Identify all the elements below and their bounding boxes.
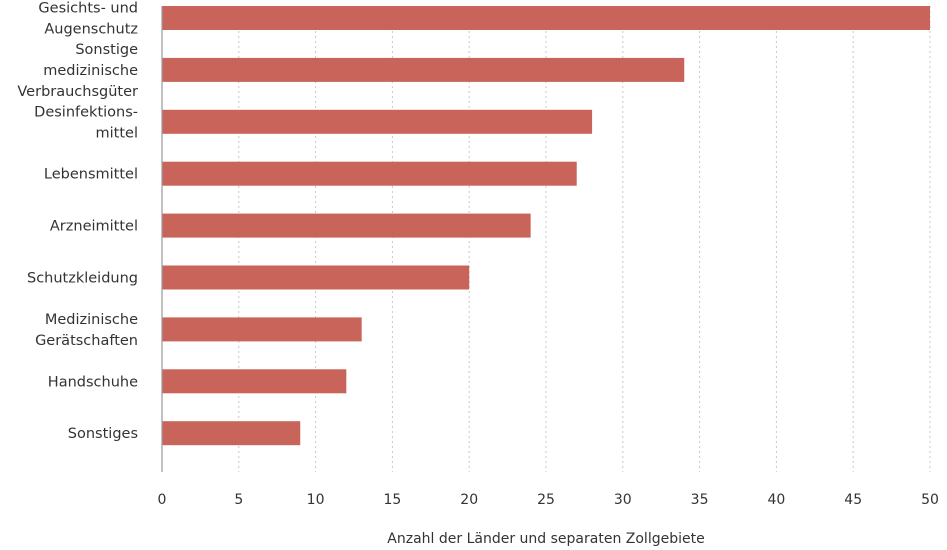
x-tick-label: 45 <box>844 492 862 508</box>
category-label: Desinfektions-mittel <box>34 104 138 141</box>
category-label: Medizinische Gerätschaften <box>35 312 138 349</box>
bar <box>162 161 577 186</box>
bar <box>162 213 531 238</box>
bar <box>162 317 362 342</box>
x-tick-label: 0 <box>158 492 167 508</box>
bar <box>162 265 470 290</box>
x-tick-label: 20 <box>460 492 478 508</box>
bar <box>162 421 301 446</box>
x-tick-labels: 0 5 10 15 20 25 30 35 40 45 50 <box>158 492 939 508</box>
category-label: Arzneimittel <box>50 219 138 235</box>
category-label: Lebensmittel <box>44 167 138 183</box>
category-label: Sonstiges <box>68 426 138 442</box>
bar <box>162 369 347 394</box>
x-tick-label: 10 <box>307 492 325 508</box>
category-label: Gesichts- und Augenschutz <box>38 1 138 38</box>
x-tick-label: 35 <box>691 492 709 508</box>
x-tick-label: 40 <box>767 492 785 508</box>
x-tick-label: 5 <box>234 492 243 508</box>
category-label: Schutzkleidung <box>27 271 138 287</box>
bar <box>162 109 593 134</box>
bar <box>162 57 685 82</box>
category-label: Handschuhe <box>48 374 138 390</box>
category-label: Sonstige medizinische Verbrauchsgüter <box>17 42 138 100</box>
category-labels: Gesichts- und Augenschutz Sonstige medizini… <box>17 1 138 443</box>
bars <box>162 6 930 446</box>
x-tick-label: 30 <box>614 492 632 508</box>
x-tick-label: 15 <box>383 492 401 508</box>
x-tick-label: 25 <box>537 492 555 508</box>
bar <box>162 6 930 30</box>
x-tick-label: 50 <box>921 492 939 508</box>
x-axis-title: Anzahl der Länder und separaten Zollgebi… <box>387 531 704 547</box>
